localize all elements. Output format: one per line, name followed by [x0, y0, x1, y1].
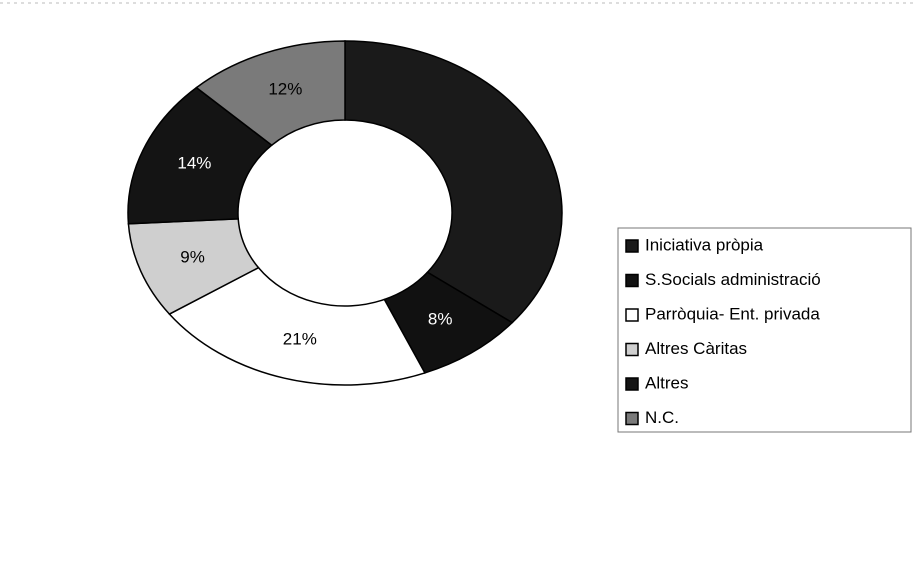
data-label: 12% [268, 79, 302, 98]
legend-label: N.C. [645, 408, 679, 427]
legend-swatch [625, 411, 639, 426]
donut-slice [195, 40, 346, 147]
data-label: 14% [177, 154, 211, 173]
donut-slice [168, 266, 426, 386]
legend-swatch [625, 239, 639, 253]
legend-swatch [625, 308, 639, 322]
legend-label: Iniciativa pròpia [645, 235, 764, 254]
legend-box [617, 227, 912, 433]
legend-label: Altres Càritas [645, 339, 747, 358]
data-label: 9% [180, 247, 205, 266]
legend-swatch [625, 377, 639, 391]
donut-slice [344, 40, 563, 324]
legend-label: Altres [645, 373, 688, 392]
donut-slice [127, 86, 273, 225]
data-label: 21% [283, 330, 317, 349]
legend-label: Parròquia- Ent. privada [645, 304, 820, 323]
data-label: 8% [428, 310, 453, 329]
legend-swatch [625, 273, 639, 288]
legend-label: S.Socials administració [645, 270, 821, 289]
legend-swatch [625, 342, 639, 357]
